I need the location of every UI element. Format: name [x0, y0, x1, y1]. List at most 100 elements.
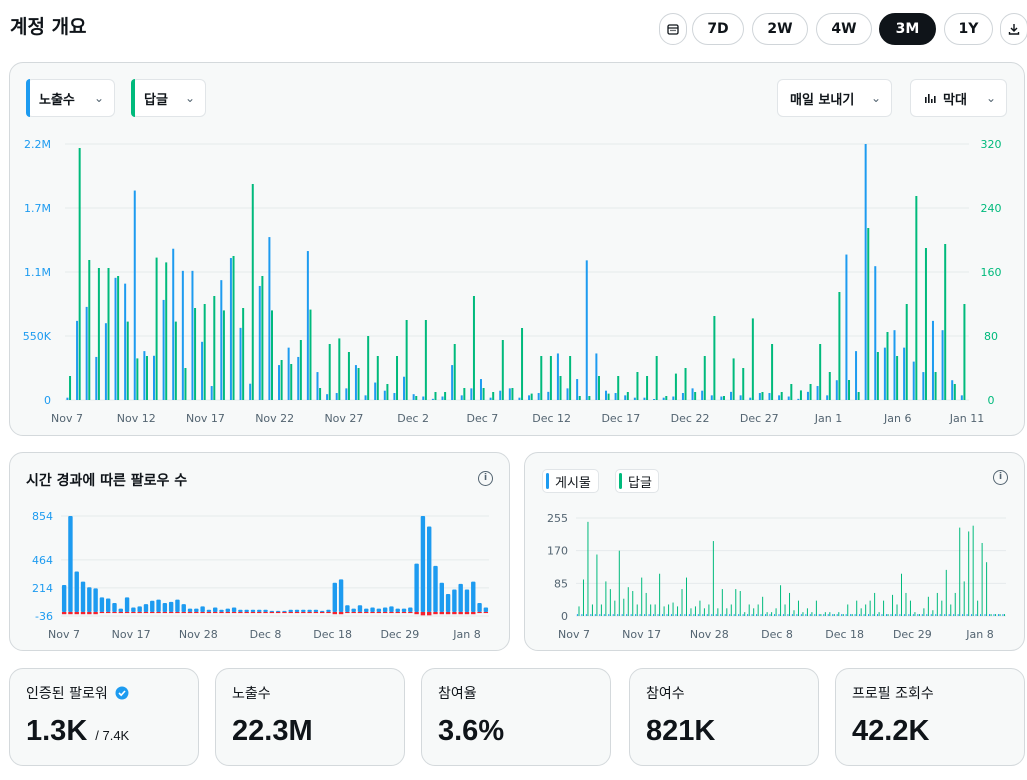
calendar-button[interactable] [659, 13, 687, 45]
replies-bar [117, 276, 120, 400]
follows-bar [150, 600, 155, 612]
replies-bar [453, 344, 456, 400]
posts-bar [653, 614, 655, 616]
replies-bar [596, 554, 598, 616]
replies-bar [944, 244, 947, 400]
impressions-bar [258, 285, 261, 400]
unfollows-bar [471, 611, 476, 615]
replies-bar [892, 594, 894, 616]
impressions-bar [239, 327, 242, 400]
replies-bar [833, 614, 835, 616]
follows-bar [332, 582, 337, 612]
replies-bar [203, 304, 206, 400]
impressions-bar [268, 237, 271, 400]
follows-bar [320, 610, 325, 612]
posts-chart: 255 170 85 0 Nov 7 Nov 17 Nov 28 Dec 8 Dec 18 Dec… [547, 512, 1006, 641]
posts-bar [751, 614, 753, 616]
x-tick: Dec 29 [893, 628, 932, 641]
impressions-bar [162, 299, 165, 400]
replies-bar [990, 614, 992, 616]
y-tick: 854 [32, 510, 53, 523]
unfollows-bar [307, 611, 312, 614]
replies-bar [290, 364, 293, 400]
impressions-bar [133, 190, 136, 400]
replies-bar [376, 356, 379, 400]
stat-verified-followers: 인증된 팔로워 1.3K / 7.4K [9, 668, 199, 766]
replies-bar [530, 393, 533, 400]
replies-bar [999, 614, 1001, 616]
replies-bar [789, 592, 791, 616]
posts-bar [877, 614, 878, 616]
replies-bar [663, 606, 665, 616]
follows-bar [187, 608, 193, 612]
impressions-bar [508, 388, 511, 400]
replies-bar [78, 148, 81, 400]
follows-bar [420, 516, 426, 612]
range-3m[interactable]: 3M [879, 13, 936, 45]
info-icon[interactable]: i [478, 471, 493, 486]
x-tick: Nov 17 [622, 628, 661, 641]
posts-bar [997, 614, 999, 616]
follows-bar [389, 606, 394, 612]
replies-bar [626, 392, 629, 400]
chart-type-select[interactable]: 막대 ⌄ [910, 79, 1007, 117]
replies-bar [936, 592, 938, 616]
follows-bar [326, 609, 331, 612]
follows-bar [200, 606, 205, 612]
replies-bar [848, 380, 851, 400]
impressions-bar [912, 361, 915, 400]
unfollows-bar [175, 611, 180, 614]
posts-bar [603, 614, 605, 616]
replies-bar [319, 388, 322, 400]
replies-bar [165, 262, 168, 400]
replies-bar [126, 321, 129, 400]
metric2-select[interactable]: 답글 ⌄ [131, 79, 206, 117]
unfollows-bar [401, 611, 407, 614]
range-1y[interactable]: 1Y [944, 13, 993, 45]
x-tick: Nov 12 [117, 412, 156, 425]
impressions-bar [951, 380, 954, 400]
unfollows-bar [68, 611, 73, 615]
impressions-bar [201, 341, 204, 400]
stat-engagement-rate: 참여율 3.6% [421, 668, 611, 766]
follows-bar [345, 605, 350, 612]
replies-bar [654, 604, 656, 616]
posts-bar [809, 614, 811, 616]
impressions-bar [172, 248, 175, 400]
follows-bar [219, 609, 224, 612]
info-icon[interactable]: i [993, 470, 1008, 485]
impressions-bar [710, 395, 713, 400]
unfollows-bar [395, 611, 400, 614]
follows-bar [275, 610, 281, 612]
replies-bar [915, 196, 918, 400]
range-7d[interactable]: 7D [692, 13, 744, 45]
legend-replies[interactable]: 답글 [615, 469, 659, 493]
interval-select[interactable]: 매일 보내기 ⌄ [777, 79, 892, 117]
unfollows-bar [288, 611, 293, 614]
follows-bar [99, 597, 105, 612]
posts-bar [872, 614, 874, 616]
replies-bar [674, 373, 677, 400]
replies-bar [184, 368, 187, 400]
metric-select[interactable]: 노출수 ⌄ [26, 79, 115, 117]
replies-bar [739, 591, 741, 616]
download-button[interactable] [1000, 13, 1027, 45]
metric2-color-bar [131, 79, 135, 117]
unfollows-bar [225, 611, 230, 614]
posts-bar [984, 614, 986, 616]
range-4w[interactable]: 4W [816, 13, 872, 45]
range-2w[interactable]: 2W [752, 13, 808, 45]
posts-bar [885, 614, 887, 616]
replies-bar [932, 610, 934, 616]
legend-posts[interactable]: 게시물 [542, 469, 599, 493]
follows-bar [357, 605, 363, 612]
x-tick: Nov 27 [324, 412, 363, 425]
unfollows-bar [439, 611, 444, 615]
replies-bar [732, 358, 735, 400]
impressions-bar [364, 395, 367, 400]
impressions-bar [835, 380, 838, 400]
impressions-bar [451, 365, 454, 400]
follows-bar [194, 608, 199, 612]
followers-card-title: 시간 경과에 따른 팔로우 수 [26, 473, 188, 489]
posts-bar [975, 614, 977, 616]
